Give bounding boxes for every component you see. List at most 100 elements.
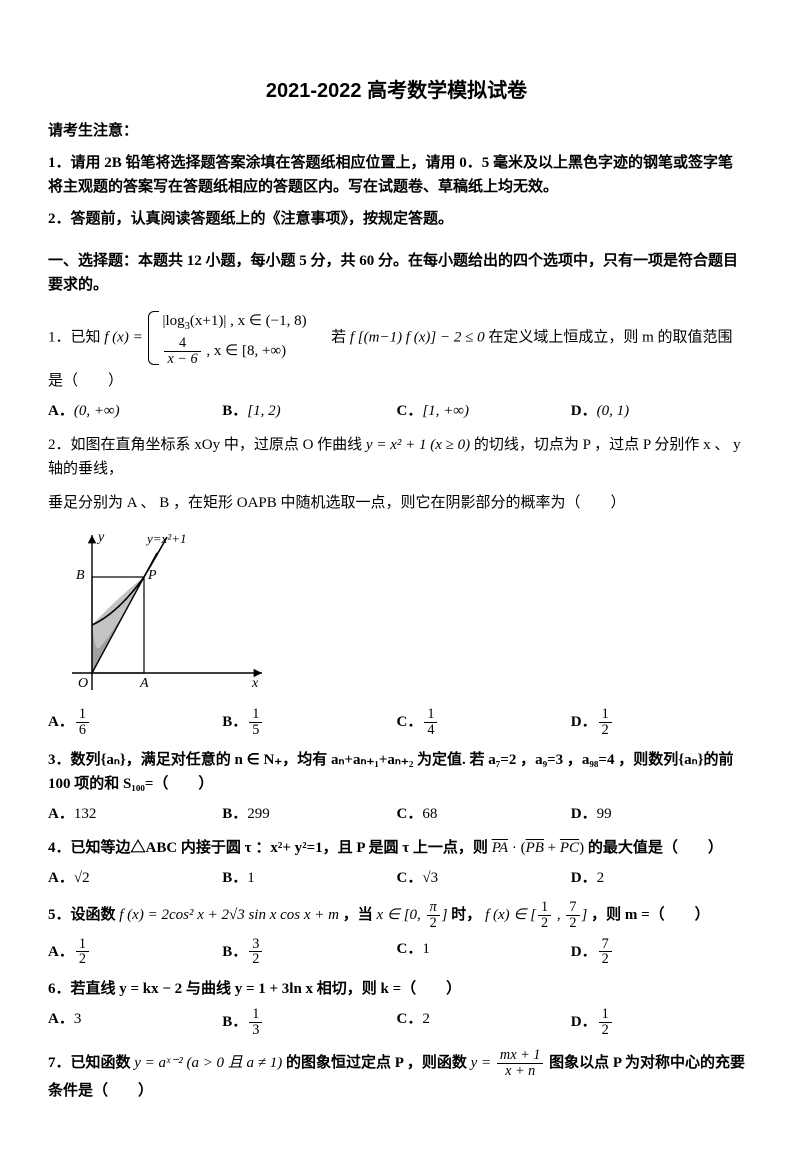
q5-fx2-d1: 2 bbox=[538, 916, 551, 931]
section-1-heading: 一、选择题：本题共 12 小题，每小题 5 分，共 60 分。在每小题给出的四个… bbox=[48, 249, 745, 297]
question-1: 1．已知 f (x) = |log3(x+1)| , x ∈ (−1, 8) 4… bbox=[48, 307, 745, 393]
q1-fx: f (x) = bbox=[104, 329, 142, 345]
q4-b: 1 bbox=[247, 870, 255, 886]
q2-figure: y y=x²+1 B P O A x bbox=[52, 525, 745, 701]
q4-options: A．√2 B．1 C．√3 D．2 bbox=[48, 866, 745, 890]
q6-d-den: 2 bbox=[599, 1023, 612, 1038]
q1-piece1-a: |log bbox=[162, 313, 184, 329]
q2-d-den: 2 bbox=[599, 723, 612, 738]
q1-piece2-num: 4 bbox=[164, 336, 200, 352]
q4-vec-pb: PB bbox=[526, 840, 544, 856]
q1-mid: 若 bbox=[331, 329, 346, 345]
q5-xin-den: 2 bbox=[427, 916, 440, 931]
q3-d: 99 bbox=[597, 806, 612, 822]
label-a: A． bbox=[48, 403, 74, 419]
q5-fx2a: f (x) ∈ [ bbox=[485, 907, 536, 923]
label-d: D． bbox=[571, 714, 597, 730]
q2-a-den: 6 bbox=[76, 723, 89, 738]
q5-c: 时， bbox=[451, 907, 481, 923]
q5-d-num: 7 bbox=[599, 937, 612, 953]
question-5: 5．设函数 f (x) = 2cos² x + 2√3 sin x cos x … bbox=[48, 900, 745, 931]
svg-text:A: A bbox=[139, 676, 149, 691]
q5-b: ，当 bbox=[343, 907, 377, 923]
q3-a: 132 bbox=[74, 806, 97, 822]
q6-options: A．3 B．13 C．2 D．12 bbox=[48, 1007, 745, 1038]
q1-piece1-b: (x+1)| , x ∈ (−1, 8) bbox=[190, 313, 307, 329]
svg-text:B: B bbox=[76, 568, 85, 583]
q5-fx2-d2: 2 bbox=[566, 916, 579, 931]
q1-cond: f [(m−1) f (x)] − 2 ≤ 0 bbox=[350, 329, 485, 345]
label-a: A． bbox=[48, 870, 74, 886]
label-b: B． bbox=[222, 870, 247, 886]
q4-stem-b: 的最大值是（ ） bbox=[588, 840, 723, 856]
label-a: A． bbox=[48, 806, 74, 822]
q5-d: ，则 m =（ ） bbox=[591, 907, 710, 923]
question-6: 6．若直线 y = kx − 2 与曲线 y = 1 + 3ln x 相切，则 … bbox=[48, 977, 745, 1001]
q1-opt-d: (0, 1) bbox=[597, 403, 630, 419]
q4-a: √2 bbox=[74, 870, 90, 886]
q6-c: 2 bbox=[422, 1011, 430, 1027]
q1-opt-c: [1, +∞) bbox=[422, 403, 469, 419]
question-2-line2: 垂足分别为 A 、 B ，在矩形 OAPB 中随机选取一点，则它在阴影部分的概率… bbox=[48, 491, 745, 515]
q6-d-num: 1 bbox=[599, 1007, 612, 1023]
q4-c: √3 bbox=[422, 870, 438, 886]
q2-a-num: 1 bbox=[76, 707, 89, 723]
q2-c-den: 4 bbox=[424, 723, 437, 738]
q5-fx: f (x) = 2cos² x + 2√3 sin x cos x + m bbox=[119, 907, 339, 923]
q5-xin-a: x ∈ [0, bbox=[377, 907, 425, 923]
q5-b-den: 2 bbox=[249, 952, 262, 967]
svg-text:P: P bbox=[147, 568, 157, 583]
q2-d-num: 1 bbox=[599, 707, 612, 723]
question-7: 7．已知函数 y = aˣ⁻² (a > 0 且 a ≠ 1) 的图象恒过定点 … bbox=[48, 1048, 745, 1103]
label-d: D． bbox=[571, 1014, 597, 1030]
label-b: B． bbox=[222, 806, 247, 822]
q7-fx2a: y = bbox=[471, 1055, 495, 1071]
q1-prefix: 1．已知 bbox=[48, 329, 101, 345]
q6-stem: 6．若直线 y = kx − 2 与曲线 y = 1 + 3ln x 相切，则 … bbox=[48, 981, 461, 997]
svg-text:O: O bbox=[78, 676, 88, 691]
label-a: A． bbox=[48, 714, 74, 730]
notice-1: 1．请用 2B 铅笔将选择题答案涂填在答题纸相应位置上，请用 0．5 毫米及以上… bbox=[48, 151, 745, 199]
label-c: C． bbox=[397, 870, 423, 886]
q5-a-num: 1 bbox=[76, 937, 89, 953]
q7-fx1: y = aˣ⁻² (a > 0 且 a ≠ 1) bbox=[134, 1055, 282, 1071]
q1-piecewise: |log3(x+1)| , x ∈ (−1, 8) 4x − 6 , x ∈ [… bbox=[148, 309, 306, 367]
svg-text:x: x bbox=[251, 676, 259, 691]
svg-text:y=x²+1: y=x²+1 bbox=[145, 531, 186, 546]
label-c: C． bbox=[397, 403, 423, 419]
q4-vec-pc: PC bbox=[560, 840, 579, 856]
label-d: D． bbox=[571, 943, 597, 959]
q5-b-num: 3 bbox=[249, 937, 262, 953]
label-b: B． bbox=[222, 943, 247, 959]
q5-fx2b: ] bbox=[582, 907, 588, 923]
q5-a-den: 2 bbox=[76, 952, 89, 967]
label-d: D． bbox=[571, 403, 597, 419]
q1-opt-b: [1, 2) bbox=[247, 403, 280, 419]
q7-b: 的图象恒过定点 P ，则函数 bbox=[286, 1055, 471, 1071]
label-a: A． bbox=[48, 943, 74, 959]
question-2: 2．如图在直角坐标系 xOy 中，过原点 O 作曲线 y = x² + 1 (x… bbox=[48, 433, 745, 481]
q5-a: 5．设函数 bbox=[48, 907, 119, 923]
q6-a: 3 bbox=[74, 1011, 82, 1027]
label-b: B． bbox=[222, 403, 247, 419]
q2-b-num: 1 bbox=[249, 707, 262, 723]
q2-line1a: 2．如图在直角坐标系 xOy 中，过原点 O 作曲线 bbox=[48, 437, 366, 453]
label-b: B． bbox=[222, 1014, 247, 1030]
q5-options: A．12 B．32 C．1 D．72 bbox=[48, 937, 745, 968]
q1-opt-a: (0, +∞) bbox=[74, 403, 120, 419]
label-c: C． bbox=[397, 714, 423, 730]
q5-fx2-n2: 7 bbox=[566, 900, 579, 916]
page-title: 2021-2022 高考数学模拟试卷 bbox=[48, 75, 745, 107]
label-b: B． bbox=[222, 714, 247, 730]
q6-b-den: 3 bbox=[249, 1023, 262, 1038]
q5-fx2-mid: , bbox=[553, 907, 564, 923]
q5-fx2-n1: 1 bbox=[538, 900, 551, 916]
q3-options: A．132 B．299 C．68 D．99 bbox=[48, 802, 745, 826]
label-d: D． bbox=[571, 870, 597, 886]
svg-text:y: y bbox=[96, 530, 105, 545]
q2-c-num: 1 bbox=[424, 707, 437, 723]
q4-d: 2 bbox=[597, 870, 605, 886]
q3-c: 68 bbox=[422, 806, 437, 822]
q5-c-val: 1 bbox=[422, 941, 430, 957]
label-c: C． bbox=[397, 941, 423, 957]
